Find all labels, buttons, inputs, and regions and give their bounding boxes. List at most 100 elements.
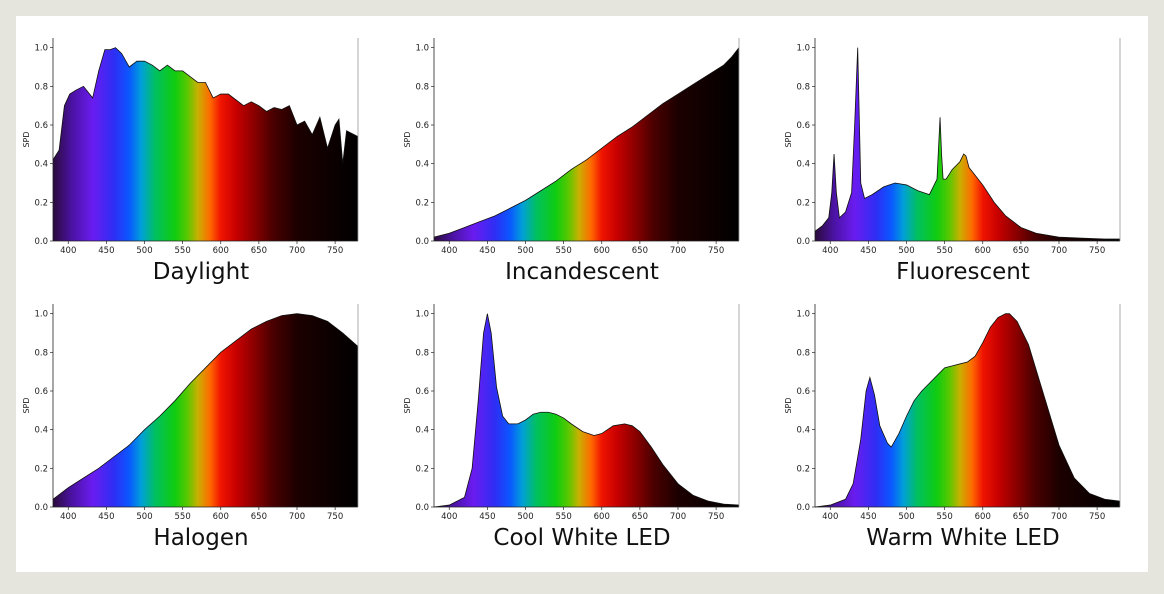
y-tick-label: 0.0 <box>415 503 429 513</box>
y-tick-label: 0.2 <box>796 198 810 208</box>
y-tick-label: 0.4 <box>415 426 429 436</box>
spd-area <box>815 47 1120 241</box>
y-tick-label: 0.8 <box>796 82 810 92</box>
chart-svg: 400 450 500 550 600 650 700 750 0.0 0.2 0.4 0.6 0.8 1… <box>403 304 740 522</box>
y-tick-label: 0.8 <box>415 348 429 358</box>
y-axis-label: SPD <box>784 131 793 147</box>
x-tick-label: 750 <box>327 512 343 522</box>
spd-area <box>53 47 358 241</box>
y-axis-label: SPD <box>403 397 412 413</box>
x-tick-label: 400 <box>441 512 457 522</box>
x-tick-label: 500 <box>898 512 914 522</box>
x-tick-label: 400 <box>822 246 838 256</box>
y-tick-label: 0.6 <box>415 387 429 397</box>
x-tick-label: 700 <box>1051 246 1067 256</box>
y-tick-label: 0.8 <box>796 348 810 358</box>
x-tick-label: 500 <box>136 246 152 256</box>
x-tick-label: 600 <box>213 512 229 522</box>
spd-line <box>52 313 359 500</box>
chart-caption: Fluorescent <box>896 259 1030 285</box>
x-tick-label: 450 <box>860 246 876 256</box>
chart-caption: Halogen <box>153 525 249 551</box>
x-tick-label: 450 <box>479 246 495 256</box>
x-tick-label: 750 <box>327 246 343 256</box>
x-tick-label: 700 <box>670 246 686 256</box>
y-tick-label: 0.4 <box>796 426 810 436</box>
spd-area <box>434 313 739 507</box>
x-tick-label: 650 <box>632 246 648 256</box>
x-tick-label: 500 <box>517 246 533 256</box>
x-tick-label: 750 <box>1089 512 1105 522</box>
x-tick-label: 600 <box>975 246 991 256</box>
chart-caption: Incandescent <box>505 259 659 285</box>
x-tick-label: 550 <box>937 512 953 522</box>
y-tick-label: 0.0 <box>796 503 810 513</box>
x-tick-label: 450 <box>860 512 876 522</box>
spd-line <box>814 47 1120 240</box>
y-tick-label: 0.0 <box>415 237 429 247</box>
x-tick-label: 700 <box>289 246 305 256</box>
x-tick-label: 650 <box>1013 512 1029 522</box>
y-axis-label: SPD <box>22 397 31 413</box>
chart-daylight: 400 450 500 550 600 650 700 750 0.0 0.2 0.4 0.6 0.8 1… <box>16 16 386 293</box>
x-tick-label: 750 <box>708 512 724 522</box>
y-tick-label: 0.8 <box>34 348 48 358</box>
x-tick-label: 600 <box>975 512 991 522</box>
y-tick-label: 0.2 <box>34 198 48 208</box>
x-tick-label: 550 <box>556 512 572 522</box>
x-tick-label: 750 <box>708 246 724 256</box>
chart-incandescent: 400 450 500 550 600 650 700 750 0.0 0.2 0.4 0.6 0.8 1… <box>397 16 767 293</box>
x-tick-label: 600 <box>594 512 610 522</box>
y-tick-label: 0.4 <box>34 160 48 170</box>
x-tick-label: 650 <box>251 512 267 522</box>
x-tick-label: 400 <box>60 246 76 256</box>
spd-line <box>433 47 740 238</box>
y-axis-label: SPD <box>403 131 412 147</box>
x-tick-label: 550 <box>175 512 191 522</box>
chart-caption: Warm White LED <box>866 525 1060 551</box>
x-tick-label: 750 <box>1089 246 1105 256</box>
x-tick-label: 600 <box>594 246 610 256</box>
x-tick-label: 700 <box>1051 512 1067 522</box>
x-tick-label: 500 <box>898 246 914 256</box>
x-tick-label: 700 <box>289 512 305 522</box>
x-tick-label: 500 <box>517 512 533 522</box>
y-tick-label: 0.4 <box>34 426 48 436</box>
chart-halogen: 400 450 500 550 600 650 700 750 0.0 0.2 0.4 0.6 0.8 1… <box>16 282 386 559</box>
y-tick-label: 1.0 <box>796 310 810 320</box>
chart-caption: Cool White LED <box>493 525 671 551</box>
x-tick-label: 650 <box>1013 246 1029 256</box>
x-tick-label: 650 <box>632 512 648 522</box>
x-tick-label: 500 <box>136 512 152 522</box>
x-tick-label: 550 <box>556 246 572 256</box>
y-axis-label: SPD <box>22 131 31 147</box>
y-tick-label: 0.2 <box>415 464 429 474</box>
y-tick-label: 0.4 <box>415 160 429 170</box>
x-tick-label: 450 <box>98 246 114 256</box>
chart-svg: 400 450 500 550 600 650 700 750 0.0 0.2 0.4 0.6 0.8 1… <box>784 304 1121 522</box>
x-tick-label: 450 <box>98 512 114 522</box>
spd-area <box>815 313 1120 507</box>
y-tick-label: 0.0 <box>34 503 48 513</box>
x-tick-label: 600 <box>213 246 229 256</box>
y-tick-label: 1.0 <box>796 44 810 54</box>
x-tick-label: 550 <box>937 246 953 256</box>
y-tick-label: 0.2 <box>796 464 810 474</box>
x-tick-label: 650 <box>251 246 267 256</box>
x-tick-label: 450 <box>479 512 495 522</box>
x-tick-label: 550 <box>175 246 191 256</box>
y-tick-label: 1.0 <box>34 44 48 54</box>
chart-svg: 400 450 500 550 600 650 700 750 0.0 0.2 0.4 0.6 0.8 1… <box>22 38 359 256</box>
spd-line <box>814 313 1121 508</box>
chart-svg: 400 450 500 550 600 650 700 750 0.0 0.2 0.4 0.6 0.8 1… <box>22 304 359 522</box>
y-tick-label: 0.2 <box>34 464 48 474</box>
x-tick-label: 400 <box>822 512 838 522</box>
spd-area <box>53 313 358 507</box>
y-tick-label: 0.6 <box>796 387 810 397</box>
figure-panel: 400 450 500 550 600 650 700 750 0.0 0.2 0.4 0.6 0.8 1… <box>16 16 1148 572</box>
y-tick-label: 0.6 <box>796 121 810 131</box>
x-tick-label: 400 <box>60 512 76 522</box>
spd-line <box>52 47 359 164</box>
chart-svg: 400 450 500 550 600 650 700 750 0.0 0.2 0.4 0.6 0.8 1… <box>784 38 1121 256</box>
y-tick-label: 0.8 <box>415 82 429 92</box>
